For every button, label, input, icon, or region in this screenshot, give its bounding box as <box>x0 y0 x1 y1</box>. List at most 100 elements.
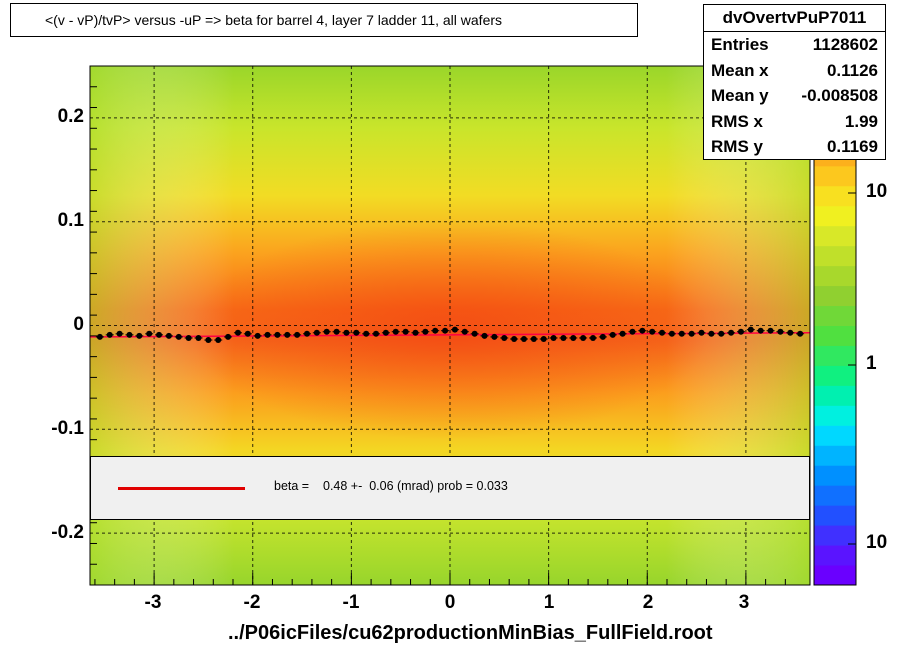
x-tick-label: -3 <box>144 592 162 613</box>
profile-point <box>708 330 715 337</box>
color-scale-cell <box>814 425 856 446</box>
profile-point <box>363 330 370 337</box>
stats-label: RMS y <box>711 137 763 156</box>
profile-point <box>747 326 754 333</box>
profile-point <box>570 334 577 341</box>
color-scale-cell <box>814 505 856 526</box>
profile-point <box>106 331 113 338</box>
profile-point <box>215 337 222 344</box>
profile-point <box>728 329 735 336</box>
color-scale-cell <box>814 205 856 227</box>
profile-point <box>787 329 794 336</box>
profile-point <box>520 335 527 342</box>
color-scale-cell <box>814 445 856 466</box>
color-scale-cell <box>814 345 856 366</box>
profile-point <box>737 328 744 335</box>
profile-point <box>501 334 508 341</box>
profile-point <box>481 332 488 339</box>
z-tick-label: 10 <box>866 532 888 553</box>
profile-point <box>422 328 429 335</box>
fit-legend-line <box>118 487 245 490</box>
profile-point <box>126 331 133 338</box>
profile-point <box>777 328 784 335</box>
profile-point <box>688 330 695 337</box>
stats-name: dvOvertvPuP7011 <box>704 5 885 32</box>
profile-point <box>313 329 320 336</box>
profile-point <box>294 331 301 338</box>
stats-label: Entries <box>711 35 769 54</box>
x-tick-label: 3 <box>738 592 750 613</box>
profile-point <box>432 327 439 334</box>
profile-point <box>412 329 419 336</box>
profile-point <box>382 329 389 336</box>
profile-point <box>797 330 804 337</box>
stats-value: 1128602 <box>812 35 878 54</box>
fit-legend-text: beta = 0.48 +- 0.06 (mrad) prob = 0.033 <box>274 479 508 493</box>
profile-points <box>95 326 805 344</box>
color-scale-cell <box>814 545 856 566</box>
y-tick-label: -0.1 <box>51 418 84 439</box>
stats-label: Mean x <box>711 60 769 80</box>
profile-point <box>116 330 123 337</box>
profile-point <box>323 328 330 335</box>
color-scale-cell <box>814 405 856 426</box>
profile-point <box>668 330 675 337</box>
profile-point <box>442 327 449 334</box>
x-tick-label: -2 <box>243 592 261 613</box>
profile-point <box>156 331 163 338</box>
profile-point <box>353 329 360 336</box>
color-scale-cell <box>814 565 856 586</box>
profile-point <box>599 333 606 340</box>
color-scale-cell <box>814 365 856 386</box>
chart-title: <(v - vP)/tvP> versus -uP => beta for ba… <box>10 3 638 37</box>
profile-point <box>590 334 597 341</box>
color-scale-cell <box>814 325 856 346</box>
y-tick-label: -0.2 <box>51 522 84 543</box>
profile-point <box>451 326 458 333</box>
x-tick-label: -1 <box>342 592 360 613</box>
profile-point <box>580 334 587 341</box>
axis-ticks <box>90 65 786 586</box>
color-scale-cell <box>814 305 856 326</box>
profile-point <box>234 329 241 336</box>
profile-point <box>560 334 567 341</box>
stats-value: 0.1126 <box>826 60 878 80</box>
profile-point <box>254 332 261 339</box>
profile-point <box>659 329 666 336</box>
x-tick-label: 2 <box>642 592 654 613</box>
color-scale-cell <box>814 385 856 406</box>
color-scale-cell <box>814 525 856 546</box>
stats-row-mean-x: Mean x 0.1126 <box>704 58 885 84</box>
color-scale-cell <box>814 485 856 506</box>
x-tick-label: 1 <box>543 592 555 613</box>
profile-point <box>165 332 172 339</box>
profile-point <box>343 329 350 336</box>
profile-point <box>303 330 310 337</box>
profile-point <box>530 335 537 342</box>
profile-point <box>373 330 380 337</box>
profile-point <box>244 330 251 337</box>
stats-row-rms-x: RMS x 1.99 <box>704 109 885 135</box>
profile-point <box>471 330 478 337</box>
stats-row-entries: Entries 1128602 <box>704 32 885 58</box>
stats-row-rms-y: RMS y 0.1169 <box>704 134 885 160</box>
profile-point <box>146 330 153 337</box>
profile-point <box>96 333 103 340</box>
x-axis-title: ../P06icFiles/cu62productionMinBias_Full… <box>228 622 713 644</box>
profile-point <box>175 333 182 340</box>
profile-point <box>274 331 281 338</box>
profile-point <box>649 328 656 335</box>
stats-value: -0.008508 <box>801 86 878 105</box>
profile-point <box>136 332 143 339</box>
stats-value: 1.99 <box>844 111 878 131</box>
color-scale-cell <box>814 265 856 287</box>
profile-point <box>550 334 557 341</box>
color-scale-cell <box>814 285 856 307</box>
profile-point <box>757 327 764 334</box>
color-scale-cell <box>814 185 856 207</box>
profile-point <box>185 334 192 341</box>
profile-point <box>619 330 626 337</box>
chart-title-text: <(v - vP)/tvP> versus -uP => beta for ba… <box>45 12 503 28</box>
profile-point <box>678 330 685 337</box>
